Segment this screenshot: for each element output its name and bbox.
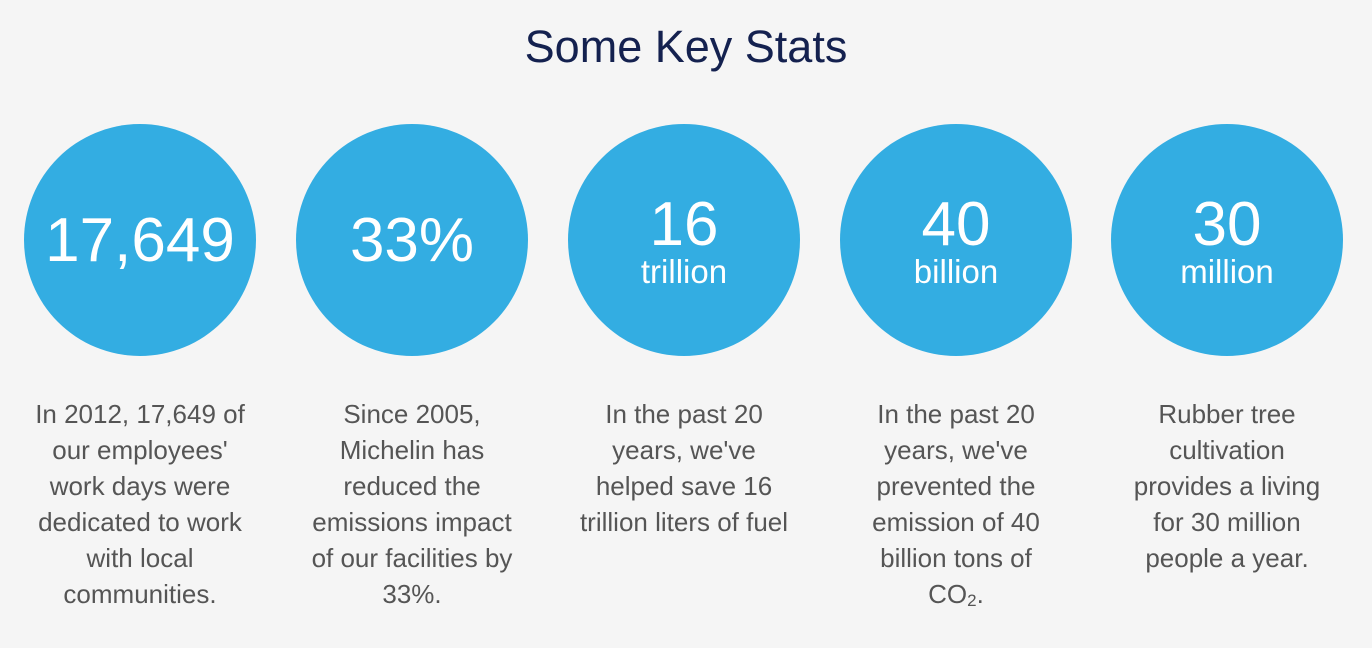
description-line: trillion liters of fuel	[579, 507, 789, 537]
stat-number: 33%	[349, 206, 475, 275]
description-line: emissions impact	[312, 507, 512, 537]
stat-circle: 17,649	[24, 124, 256, 356]
description-line: work days were	[49, 471, 231, 501]
stat-unit: billion	[913, 253, 999, 290]
stat-description: In the past 20 years, we've helped save …	[564, 396, 804, 540]
stat-description: Rubber tree cultivation provides a livin…	[1107, 396, 1347, 576]
description-line: Since 2005,	[343, 399, 481, 429]
description-line: communities.	[63, 579, 217, 609]
stat-number: 40	[921, 190, 991, 259]
description-line: years, we've	[884, 435, 1028, 465]
co2-suffix: .	[976, 579, 984, 609]
description-line-co2: CO2.	[836, 576, 1076, 619]
description-line: In the past 20	[605, 399, 763, 429]
description-line: of our facilities by	[311, 543, 513, 573]
description-line: our employees'	[52, 435, 228, 465]
description-line: Michelin has	[339, 435, 485, 465]
description-line: In 2012, 17,649 of	[35, 399, 245, 429]
stat-circle: 30 million	[1111, 124, 1343, 356]
stat-unit: trillion	[640, 253, 728, 290]
stat-description: In 2012, 17,649 of our employees' work d…	[20, 396, 260, 612]
stat-number: 16	[649, 190, 719, 259]
description-line: provides a living	[1133, 471, 1321, 501]
description-line: reduced the	[343, 471, 481, 501]
stat-description: Since 2005, Michelin has reduced the emi…	[292, 396, 532, 612]
description-line: Rubber tree	[1158, 399, 1296, 429]
stats-row: 17,649 In 2012, 17,649 of our employees'…	[0, 124, 1372, 644]
stat-number: 17,649	[45, 206, 235, 275]
description-line: prevented the	[876, 471, 1036, 501]
description-line: people a year.	[1145, 543, 1309, 573]
stat-number: 30	[1192, 190, 1262, 259]
description-line: In the past 20	[877, 399, 1035, 429]
stat-description: In the past 20 years, we've prevented th…	[836, 396, 1076, 619]
description-line: dedicated to work	[38, 507, 242, 537]
co2-prefix: CO	[928, 579, 968, 609]
co2-subscript: 2	[967, 591, 977, 610]
description-line: for 30 million	[1153, 507, 1301, 537]
stat-circle: 16 trillion	[568, 124, 800, 356]
description-line: cultivation	[1169, 435, 1285, 465]
page-title: Some Key Stats	[524, 21, 848, 72]
stat-unit: million	[1180, 253, 1274, 290]
description-line: years, we've	[612, 435, 756, 465]
stat-circle: 40 billion	[840, 124, 1072, 356]
description-line: billion tons of	[880, 543, 1032, 573]
description-line: helped save 16	[595, 471, 773, 501]
stat-circle: 33%	[296, 124, 528, 356]
description-line: emission of 40	[872, 507, 1040, 537]
description-line: with local	[86, 543, 194, 573]
description-line: 33%.	[382, 579, 442, 609]
